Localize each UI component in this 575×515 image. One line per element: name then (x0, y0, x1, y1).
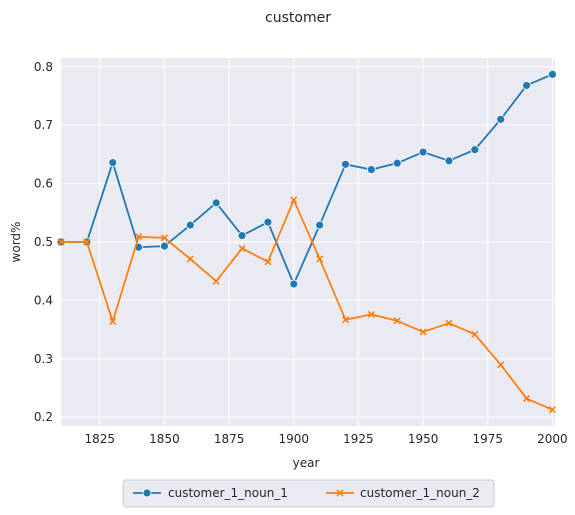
data-point (341, 316, 350, 324)
y-tick-label: 0.8 (34, 60, 53, 74)
data-point (186, 255, 194, 263)
legend-label-1: customer_1_noun_1 (168, 486, 288, 500)
data-point (290, 196, 298, 204)
legend: customer_1_noun_1 customer_1_noun_2 (122, 479, 495, 508)
x-tick-label: 1950 (408, 432, 439, 446)
data-point (237, 231, 247, 240)
data-point (367, 310, 375, 318)
grid (61, 58, 555, 426)
data-point (497, 361, 505, 369)
data-point (264, 258, 272, 266)
data-point (444, 156, 454, 166)
data-point (522, 81, 531, 90)
data-point (57, 238, 65, 246)
data-point (522, 394, 531, 403)
data-point (83, 238, 91, 246)
y-tick-labels: 0.2 0.3 0.4 0.5 0.6 0.7 0.8 (34, 60, 53, 424)
legend-marker-1 (142, 488, 152, 498)
data-point (445, 319, 453, 327)
y-tick-label: 0.5 (34, 235, 53, 249)
x-tick-label: 2000 (537, 432, 568, 446)
series-2 (57, 196, 556, 414)
data-point (212, 277, 220, 285)
data-point (470, 145, 480, 155)
data-point (496, 114, 506, 124)
x-tick-label: 1875 (214, 432, 245, 446)
y-tick-label: 0.3 (34, 352, 53, 366)
data-point (108, 158, 118, 167)
series-line (61, 199, 553, 411)
data-point (315, 220, 325, 230)
data-point (160, 241, 169, 251)
data-point (393, 317, 401, 325)
data-point (548, 406, 556, 414)
y-axis-label: word% (9, 222, 23, 263)
x-tick-label: 1900 (279, 432, 310, 446)
data-point (316, 255, 324, 263)
data-point (289, 279, 299, 289)
x-tick-label: 1925 (343, 432, 374, 446)
data-point (109, 317, 117, 326)
data-point (471, 330, 479, 338)
data-point (418, 147, 428, 157)
y-tick-label: 0.6 (34, 177, 53, 191)
data-point (238, 244, 246, 252)
y-tick-label: 0.4 (34, 293, 53, 307)
x-tick-label: 1825 (85, 432, 116, 446)
data-point (548, 69, 557, 79)
x-tick-labels: 1825 1850 1875 1900 1925 1950 1975 2000 (85, 432, 568, 446)
x-tick-label: 1850 (149, 432, 180, 446)
data-point (392, 158, 402, 168)
data-point (263, 217, 273, 227)
data-point (211, 198, 221, 208)
data-point (366, 165, 376, 174)
legend-marker-2 (336, 489, 344, 497)
data-point (341, 159, 350, 169)
series-layer (56, 69, 557, 414)
x-axis-label: year (293, 456, 320, 470)
chart-title: customer (265, 10, 331, 26)
data-point (419, 328, 427, 336)
legend-label-2: customer_1_noun_2 (360, 486, 480, 500)
data-point (135, 233, 143, 241)
y-tick-label: 0.2 (34, 410, 53, 424)
x-tick-label: 1975 (472, 432, 503, 446)
data-point (185, 220, 195, 230)
data-point (160, 234, 169, 242)
legend-box (122, 479, 495, 508)
y-tick-label: 0.7 (34, 118, 53, 132)
